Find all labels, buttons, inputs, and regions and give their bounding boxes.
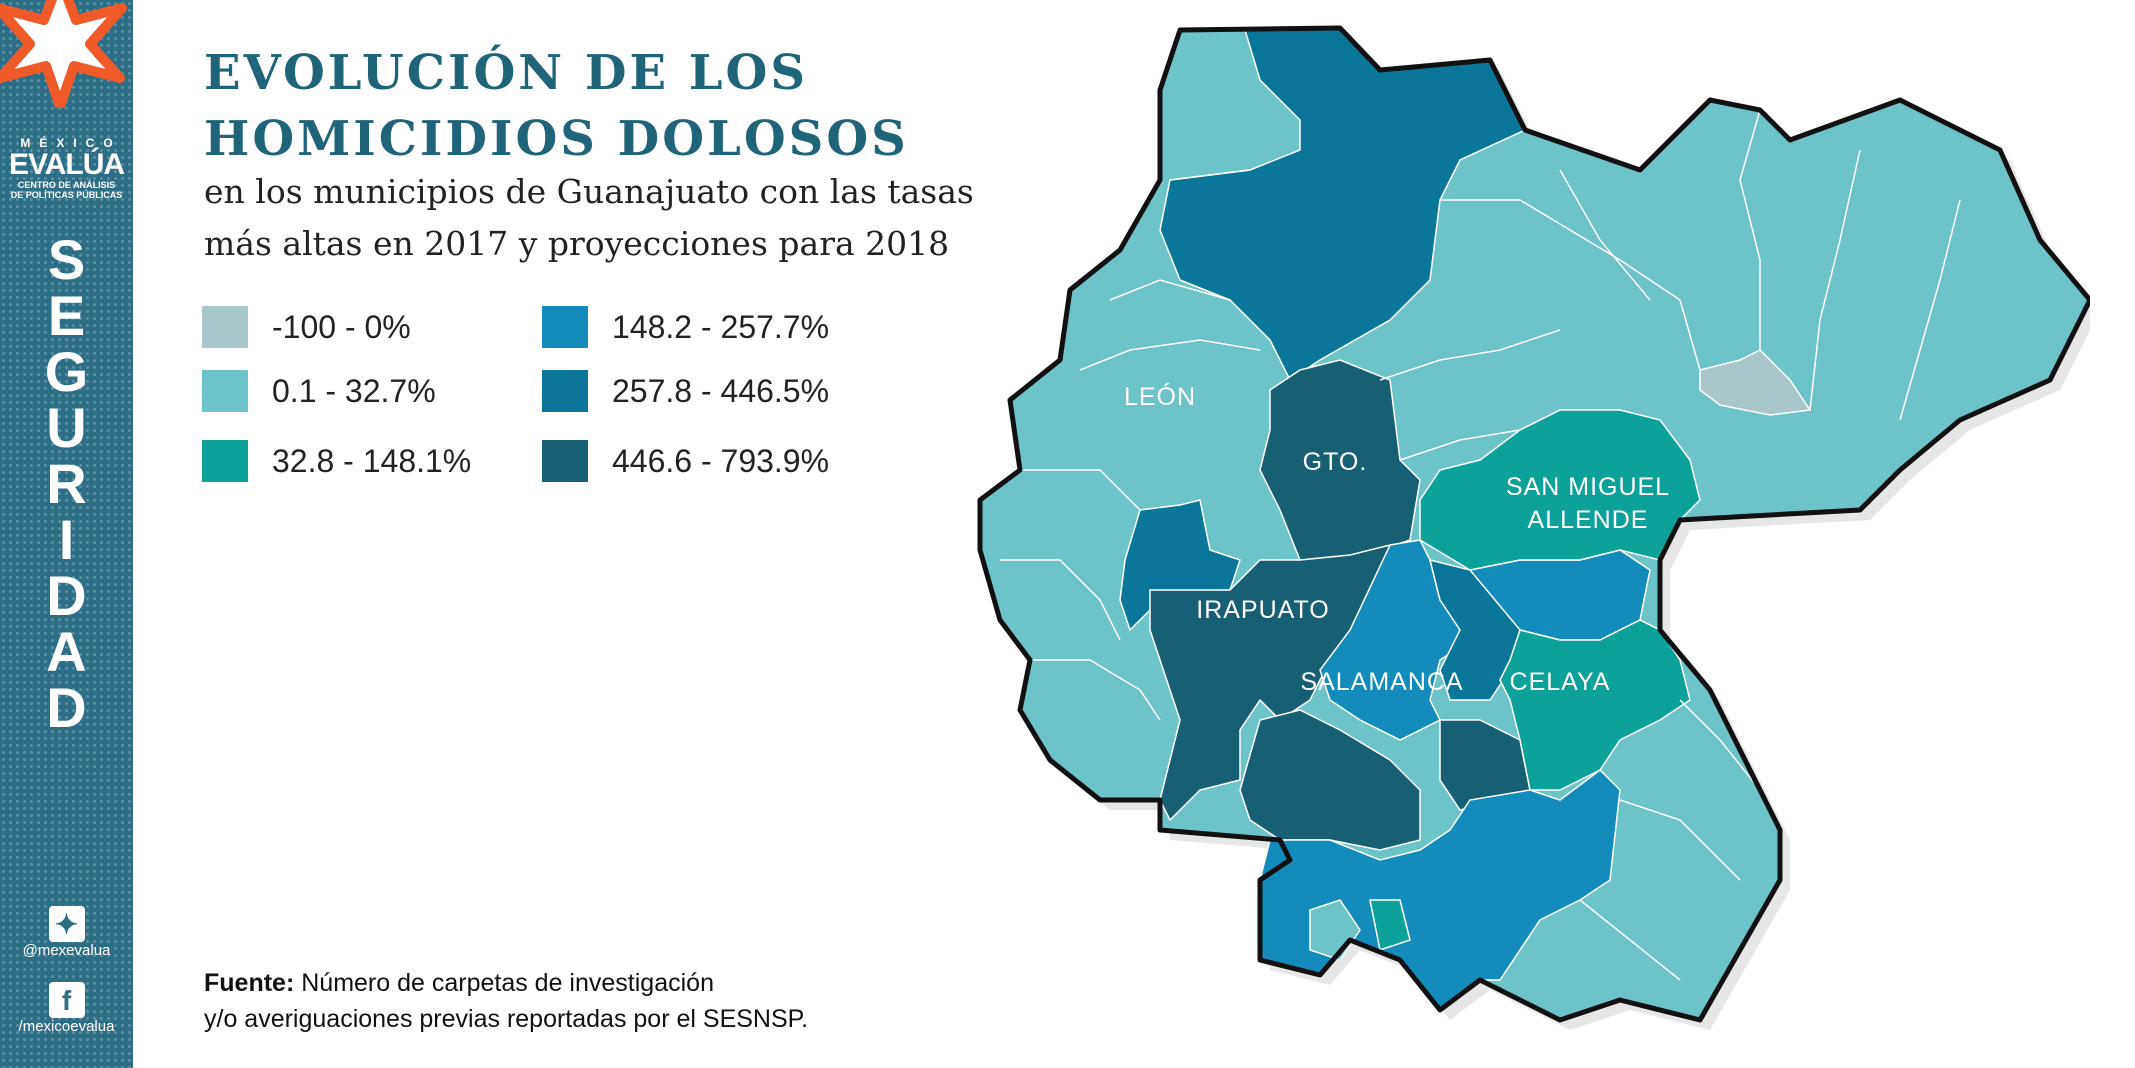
guanajuato-map: LEÓN GTO. IRAPUATO SALAMANCA CELAYA SAN … bbox=[977, 25, 2090, 1030]
legend-item: -100 - 0% bbox=[202, 306, 411, 348]
section-label-seguridad: S E G U R I D A D bbox=[0, 232, 133, 736]
subtitle-line-2: más altas en 2017 y proyecciones para 20… bbox=[204, 224, 950, 263]
section-letter: I bbox=[58, 508, 75, 571]
twitter-icon: ✦ bbox=[48, 906, 85, 942]
legend-item: 257.8 - 446.5% bbox=[542, 370, 829, 412]
legend-item: 148.2 - 257.7% bbox=[542, 306, 829, 348]
legend-swatch bbox=[202, 370, 248, 412]
region-irapuato bbox=[1149, 544, 1401, 822]
region-celaya bbox=[1499, 619, 1691, 791]
page-subtitle: en los municipios de Guanajuato con las … bbox=[204, 166, 1044, 270]
region-south-center bbox=[1239, 709, 1421, 851]
section-letter: A bbox=[46, 620, 87, 683]
source-line-2: y/o averiguaciones previas reportadas po… bbox=[204, 1005, 809, 1033]
title-line-2: HOMICIDIOS DOLOSOS bbox=[204, 111, 909, 167]
source-label: Fuente: bbox=[204, 969, 295, 997]
legend-label: 0.1 - 32.7% bbox=[272, 372, 436, 409]
brand-name: EVALÚA bbox=[8, 148, 125, 181]
legend-label: 148.2 - 257.7% bbox=[612, 308, 830, 345]
section-letter: S bbox=[47, 228, 86, 291]
map-label-san-miguel: SAN MIGUEL bbox=[1506, 473, 1670, 501]
subtitle-line-1: en los municipios de Guanajuato con las … bbox=[204, 172, 974, 211]
facebook-link[interactable]: f /mexicoevalua bbox=[0, 982, 133, 1035]
source-note: Fuente: Número de carpetas de investigac… bbox=[204, 965, 808, 1037]
map-label-celaya: CELAYA bbox=[1510, 668, 1611, 696]
state-outline bbox=[977, 25, 2090, 1023]
legend-swatch bbox=[202, 306, 248, 348]
page-title: EVOLUCIÓN DE LOS HOMICIDIOS DOLOSOS bbox=[204, 40, 909, 172]
legend-swatch bbox=[542, 370, 588, 412]
map-label-allende: ALLENDE bbox=[1528, 506, 1649, 534]
facebook-handle: /mexicoevalua bbox=[18, 1018, 115, 1035]
twitter-link[interactable]: ✦ @mexevalua bbox=[0, 906, 133, 959]
municipal-boundaries bbox=[1000, 109, 1961, 981]
section-letter: E bbox=[47, 284, 86, 347]
map-label-irapuato: IRAPUATO bbox=[1196, 596, 1330, 624]
facebook-icon: f bbox=[48, 982, 85, 1018]
title-line-1: EVOLUCIÓN DE LOS bbox=[204, 45, 808, 101]
twitter-handle: @mexevalua bbox=[22, 942, 111, 959]
brand-sidebar: MÉXICO EVALÚA CENTRO DE ANÁLISIS DE POLÍ… bbox=[0, 0, 133, 1068]
legend-label: 446.6 - 793.9% bbox=[612, 442, 830, 479]
legend-swatch bbox=[542, 440, 588, 482]
map-label-leon: LEÓN bbox=[1124, 382, 1196, 411]
brand-logo: MÉXICO EVALÚA CENTRO DE ANÁLISIS DE POLÍ… bbox=[0, 136, 133, 200]
map-label-gto: GTO. bbox=[1303, 448, 1368, 476]
legend-item: 0.1 - 32.7% bbox=[202, 370, 436, 412]
legend-label: -100 - 0% bbox=[272, 308, 411, 345]
brand-tagline-2: DE POLÍTICAS PÚBLICAS bbox=[10, 190, 123, 200]
legend-item: 32.8 - 148.1% bbox=[202, 440, 471, 482]
section-letter: D bbox=[46, 564, 87, 627]
brand-country: MÉXICO bbox=[20, 136, 122, 150]
legend-label: 257.8 - 446.5% bbox=[612, 372, 830, 409]
section-letter: G bbox=[44, 340, 89, 403]
brand-tagline-1: CENTRO DE ANÁLISIS bbox=[17, 180, 116, 190]
legend-label: 32.8 - 148.1% bbox=[272, 442, 472, 479]
map-label-salamanca: SALAMANCA bbox=[1300, 668, 1463, 696]
section-letter: R bbox=[46, 452, 87, 515]
legend-swatch bbox=[202, 440, 248, 482]
region-south-teal bbox=[1369, 899, 1411, 951]
section-letter: U bbox=[46, 396, 87, 459]
legend-item: 446.6 - 793.9% bbox=[542, 440, 829, 482]
logo-star-icon bbox=[0, 0, 127, 108]
legend-swatch bbox=[542, 306, 588, 348]
source-line-1: Número de carpetas de investigación bbox=[301, 969, 714, 997]
section-letter: D bbox=[46, 676, 87, 739]
